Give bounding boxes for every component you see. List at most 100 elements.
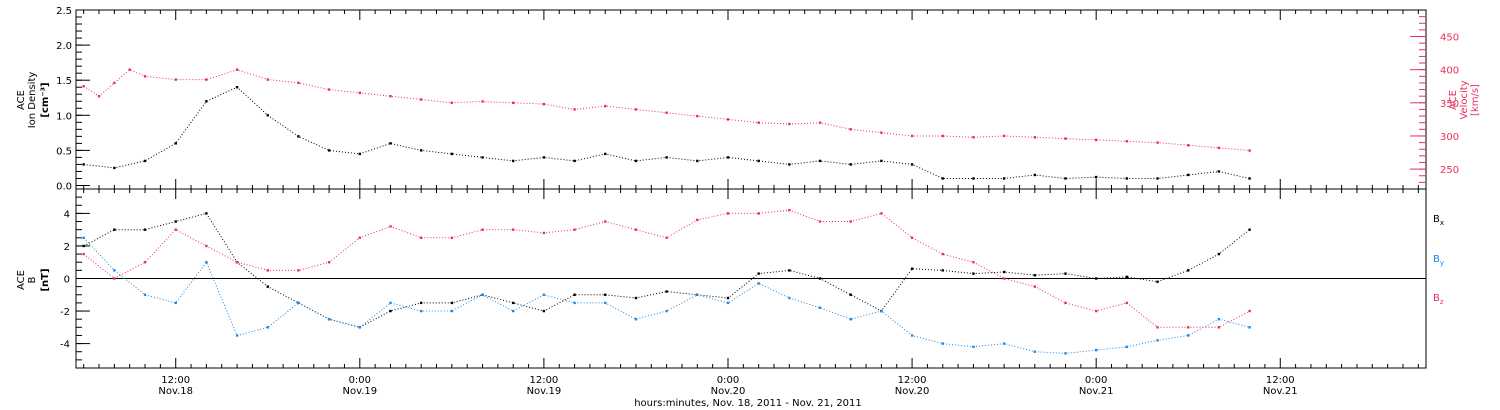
date-tick-label: Nov.21 <box>1263 386 1298 397</box>
density-tick-label: 1.0 <box>56 111 72 122</box>
velocity-series <box>82 68 1251 152</box>
bx-series-point <box>174 220 177 223</box>
b-label-ace: ACE <box>16 270 27 290</box>
by-series-point <box>358 326 362 329</box>
density-tick-label: 0.5 <box>56 146 72 157</box>
by-series-point <box>1248 326 1251 329</box>
velocity-series-point <box>389 94 392 98</box>
bz-series-point <box>174 228 177 231</box>
velocity-series-point <box>1033 136 1037 139</box>
density-series-point <box>358 152 362 156</box>
bx-series-point <box>1248 228 1251 231</box>
by-series-point <box>143 293 147 296</box>
velocity-label-units: [km/s] <box>1470 84 1481 116</box>
velocity-tick-label: 450 <box>1440 33 1459 44</box>
legend: Bx By Bz <box>1433 214 1444 306</box>
velocity-series-point <box>128 68 131 71</box>
bz-series-point <box>512 228 515 231</box>
by-series-point <box>573 301 576 305</box>
density-label-ace: ACE <box>16 90 27 110</box>
date-tick-label: Nov.20 <box>895 386 930 397</box>
by-series-point <box>849 317 852 321</box>
density-series-point <box>941 177 944 180</box>
bx-series-point <box>1156 280 1159 283</box>
density-series <box>82 86 1251 180</box>
density-series-point <box>757 159 760 163</box>
bz-series-point <box>1094 309 1098 313</box>
velocity-axis-label: ACE Velocity [km/s] <box>1448 80 1481 119</box>
legend-bz: Bz <box>1433 293 1444 306</box>
by-series-point <box>1187 334 1190 337</box>
legend-bx: Bx <box>1433 214 1444 227</box>
data-series <box>82 68 1251 355</box>
bx-series-point <box>1217 252 1221 256</box>
date-tick-label: Nov.19 <box>527 386 562 397</box>
legend-by-sub: y <box>1440 259 1444 267</box>
by-series-point <box>205 261 208 264</box>
velocity-series-point <box>174 78 177 81</box>
top-panel-frame <box>75 9 1427 190</box>
b-tick-label: 2 <box>64 242 70 253</box>
velocity-tick-label: 350 <box>1440 99 1459 110</box>
velocity-axis-ticks: 250 300 350 400 450 <box>1410 16 1459 183</box>
bx-series-point <box>1187 269 1190 272</box>
bz-series-point <box>481 228 484 231</box>
density-series-point <box>849 163 852 166</box>
density-series-point <box>389 142 392 145</box>
bx-series-point <box>849 293 852 296</box>
by-series-point <box>634 317 638 321</box>
bx-series-point <box>1125 275 1129 279</box>
bx-series-point <box>1033 274 1037 277</box>
density-series-point <box>726 156 730 159</box>
density-tick-label: 2.0 <box>56 41 72 52</box>
by-series-point <box>542 293 546 296</box>
legend-bz-sub: z <box>1440 298 1444 306</box>
velocity-series-point <box>604 104 607 108</box>
velocity-tick-label: 300 <box>1440 132 1459 143</box>
time-axis-ticks: 12:00Nov.180:00Nov.1912:00Nov.190:00Nov.… <box>83 10 1419 397</box>
velocity-label-name: Velocity <box>1459 80 1470 119</box>
velocity-tick-label: 250 <box>1440 165 1459 176</box>
bz-series-trace <box>83 209 1250 328</box>
velocity-series-point <box>512 101 515 105</box>
velocity-series-point <box>634 108 638 111</box>
by-series-point <box>450 309 454 313</box>
by-series-point <box>266 326 269 329</box>
bx-series-point <box>788 269 791 272</box>
velocity-series-point <box>1187 144 1190 147</box>
bx-series-point <box>143 228 147 231</box>
by-series-point <box>297 301 300 305</box>
density-series-point <box>481 156 484 159</box>
by-series-point <box>1125 345 1129 349</box>
velocity-series-point <box>113 81 116 85</box>
density-axis-ticks: 0.0 0.5 1.0 1.5 2.0 2.5 <box>56 6 90 192</box>
by-series-point <box>941 342 944 345</box>
bz-series-point <box>419 236 423 240</box>
by-series-point <box>757 282 760 285</box>
bz-series-point <box>82 252 85 256</box>
velocity-series-point <box>910 134 914 138</box>
velocity-series-point <box>327 88 331 91</box>
density-series-trace <box>83 86 1250 180</box>
velocity-series-point <box>1094 138 1098 142</box>
density-series-point <box>1094 175 1098 179</box>
density-series-point <box>1064 177 1067 180</box>
density-series-point <box>818 159 822 163</box>
bx-series-point <box>604 293 607 296</box>
time-tick-label: 12:00 <box>161 375 190 386</box>
b-axis-label: ACE B [nT] <box>16 268 51 291</box>
density-series-point <box>573 159 576 163</box>
by-series-point <box>82 236 85 240</box>
time-tick-label: 0:00 <box>349 375 371 386</box>
density-series-point <box>174 142 177 145</box>
density-label-name: Ion Density <box>27 72 38 129</box>
density-series-point <box>205 100 208 103</box>
bz-series-point <box>726 212 730 215</box>
density-tick-label: 2.5 <box>56 6 72 17</box>
b-tick-label: -4 <box>60 340 70 351</box>
density-series-point <box>143 159 147 163</box>
bz-series <box>82 208 1251 329</box>
bz-series-point <box>941 252 944 256</box>
velocity-series-point <box>818 121 822 124</box>
